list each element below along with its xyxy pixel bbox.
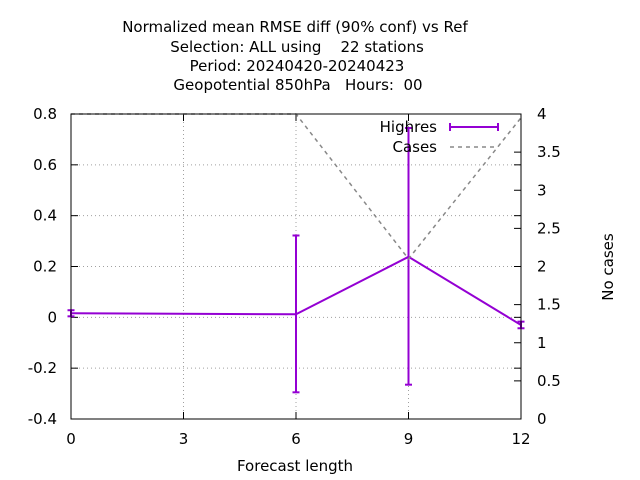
x-tick-label: 12 (511, 430, 530, 448)
x-tick-label: 3 (179, 430, 189, 448)
legend-label-cases: Cases (392, 138, 437, 156)
y2-tick-label: 3.5 (537, 143, 561, 161)
y2-tick-label: 3 (537, 181, 547, 199)
y2-tick-label: 4 (537, 105, 547, 123)
y2-tick-label: 0 (537, 410, 547, 428)
x-tick-label: 9 (404, 430, 414, 448)
x-tick-label: 0 (66, 430, 76, 448)
y-tick-label: 0.6 (33, 156, 57, 174)
title-line-4: Geopotential 850hPa Hours: 00 (173, 76, 422, 94)
y2-axis-label: No cases (599, 233, 617, 301)
y-tick-label: 0.2 (33, 258, 57, 276)
y2-tick-label: 1.5 (537, 296, 561, 314)
x-axis-label: Forecast length (237, 457, 353, 475)
x-tick-label: 6 (291, 430, 301, 448)
y2-tick-label: 2.5 (537, 219, 561, 237)
y-tick-label: 0 (47, 308, 57, 326)
y-tick-label: 0.4 (33, 207, 57, 225)
x-axis-ticks: 0 3 6 9 12 (66, 114, 531, 448)
title-line-2: Selection: ALL using 22 stations (170, 38, 424, 56)
y2-axis-ticks: 0 0.5 1 1.5 2 2.5 3 3.5 4 (514, 105, 561, 428)
y-tick-label: -0.4 (28, 410, 57, 428)
legend: Highres Cases (380, 118, 499, 156)
y2-tick-label: 1 (537, 334, 547, 352)
plot-frame (70, 113, 522, 420)
chart-title: Normalized mean RMSE diff (90% conf) vs … (122, 18, 468, 94)
y-tick-label: -0.2 (28, 359, 57, 377)
plot-series (67, 113, 525, 394)
y-axis-ticks: -0.4 -0.2 0 0.2 0.4 0.6 0.8 (28, 105, 521, 428)
series-line-highres (70, 255, 522, 326)
title-line-3: Period: 20240420-20240423 (190, 57, 405, 75)
y-tick-label: 0.8 (33, 105, 57, 123)
legend-label-highres: Highres (380, 118, 438, 136)
y2-tick-label: 0.5 (537, 372, 561, 390)
y2-tick-label: 2 (537, 258, 547, 276)
title-line-1: Normalized mean RMSE diff (90% conf) vs … (122, 18, 468, 36)
